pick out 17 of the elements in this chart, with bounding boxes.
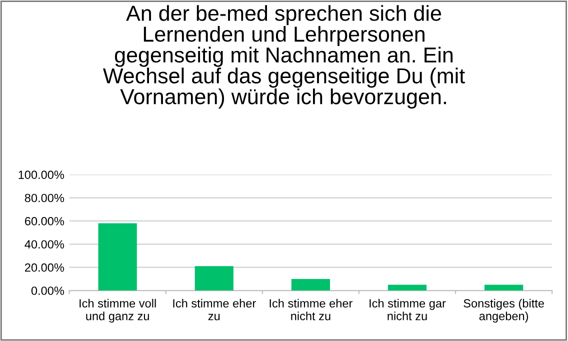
bar xyxy=(194,266,234,291)
x-tick-label: Sonstiges (bitte angeben) xyxy=(464,298,544,323)
y-tick-label: 100.00% xyxy=(18,170,64,179)
bar xyxy=(388,284,427,291)
x-tick-label: Ich stimme voll und ganz zu xyxy=(80,298,156,323)
y-tick-label: 20.00% xyxy=(24,263,64,272)
chart-title: An der be-med sprechen sich die Lernenden und Lehrpersonen gegenseitig mit Nachnamen an. Ein Wechsel auf das gegenseitige Du (mit Vornamen) würde ich bevorzugen. xyxy=(103,5,465,109)
x-tick-label: Ich stimme gar nicht zu xyxy=(370,298,446,320)
bar xyxy=(484,284,524,291)
x-tick-label: Ich stimme eher zu xyxy=(173,298,256,320)
y-tick-label: 60.00% xyxy=(24,217,64,226)
x-tick-label: Ich stimme eher nicht zu xyxy=(270,298,352,320)
y-tick-label: 40.00% xyxy=(24,240,64,249)
y-tick-label: 80.00% xyxy=(24,194,64,202)
bar xyxy=(98,223,137,291)
y-tick-label: 0.00% xyxy=(31,286,64,295)
bar xyxy=(291,278,330,291)
